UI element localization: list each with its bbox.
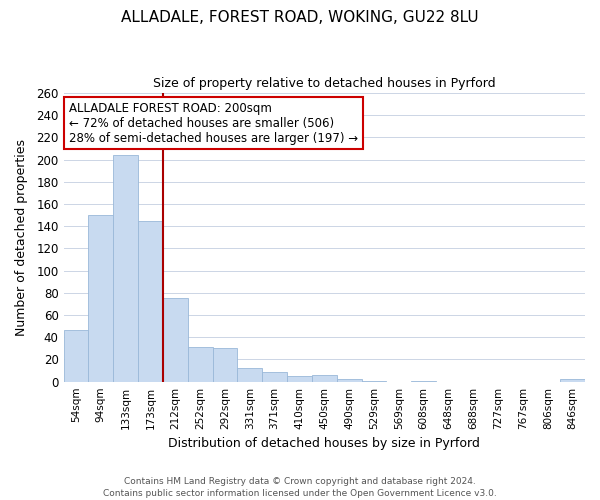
Bar (163, 298, 188, 382)
Bar (262, 372, 287, 382)
Bar (287, 376, 312, 382)
Bar (362, 380, 386, 382)
Bar (64, 330, 88, 382)
Bar (337, 380, 362, 382)
Bar (88, 215, 113, 382)
Bar (312, 375, 337, 382)
Text: ALLADALE FOREST ROAD: 200sqm
← 72% of detached houses are smaller (506)
28% of s: ALLADALE FOREST ROAD: 200sqm ← 72% of de… (69, 102, 358, 144)
Text: ALLADALE, FOREST ROAD, WOKING, GU22 8LU: ALLADALE, FOREST ROAD, WOKING, GU22 8LU (121, 10, 479, 25)
Bar (212, 348, 238, 382)
Text: Contains HM Land Registry data © Crown copyright and database right 2024.
Contai: Contains HM Land Registry data © Crown c… (103, 476, 497, 498)
Bar (138, 220, 163, 382)
Bar (113, 155, 138, 382)
Bar (238, 368, 262, 382)
X-axis label: Distribution of detached houses by size in Pyrford: Distribution of detached houses by size … (169, 437, 480, 450)
Bar (560, 380, 585, 382)
Title: Size of property relative to detached houses in Pyrford: Size of property relative to detached ho… (153, 78, 496, 90)
Bar (188, 348, 212, 382)
Bar (411, 380, 436, 382)
Y-axis label: Number of detached properties: Number of detached properties (15, 139, 28, 336)
